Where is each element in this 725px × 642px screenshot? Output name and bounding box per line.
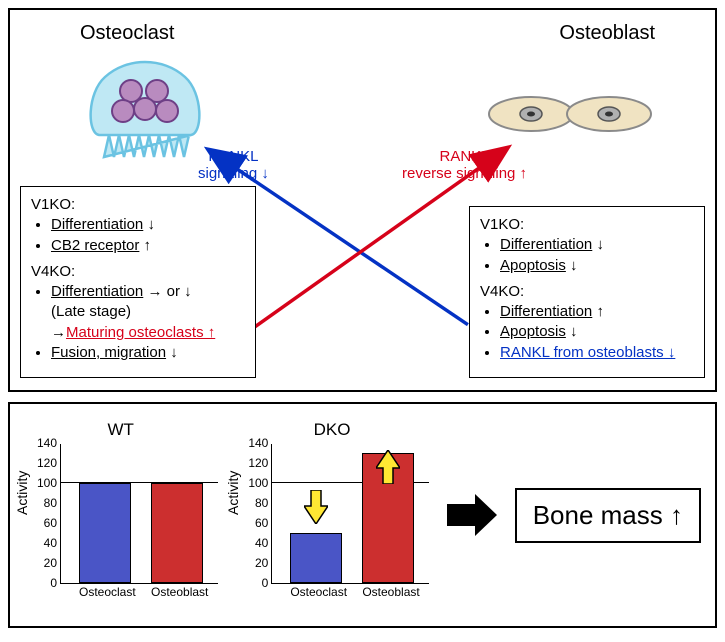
osteoblast-title: Osteoblast (559, 22, 655, 45)
info-item: Differentiation ↓ (51, 215, 245, 235)
up-arrow-icon (376, 450, 400, 489)
osteoblast-icon (485, 90, 655, 138)
info-item: CB2 receptor ↑ (51, 236, 245, 256)
top-panel: Osteoclast Osteoblast RANKLsignaling ↓ R… (8, 8, 717, 392)
wt-chart: WT Activity 020406080100120140Osteoclast… (24, 420, 217, 610)
osteoclast-title: Osteoclast (80, 22, 174, 45)
info-item: Apoptosis ↓ (500, 322, 694, 342)
plot-area: 020406080100120140OsteoclastOsteoblast (60, 444, 218, 584)
osteoblast-info-box: V1KO: Differentiation ↓ Apoptosis ↓ V4KO… (469, 206, 705, 378)
info-item: RANKL from osteoblasts ↓ (500, 343, 694, 363)
down-arrow-icon (304, 490, 328, 529)
plot-area: 020406080100120140OsteoclastOsteoblast (271, 444, 429, 584)
info-item: Differentiation → or ↓ (Late stage) →Mat… (51, 282, 245, 343)
dko-chart: DKO Activity 020406080100120140Osteoclas… (235, 420, 428, 610)
osteoclast-icon (85, 55, 205, 165)
bar (151, 483, 203, 583)
result-arrow-icon (447, 494, 497, 536)
info-item: Fusion, migration ↓ (51, 343, 245, 363)
info-item: Differentiation ↓ (500, 235, 694, 255)
v4ko-header: V4KO: (480, 282, 694, 302)
v4ko-header: V4KO: (31, 262, 245, 282)
bottom-panel: WT Activity 020406080100120140Osteoclast… (8, 402, 717, 628)
info-item: Differentiation ↑ (500, 302, 694, 322)
rankl-signaling-label: RANKLsignaling ↓ (198, 148, 269, 183)
v1ko-header: V1KO: (480, 215, 694, 235)
bone-mass-result: Bone mass ↑ (515, 488, 701, 543)
rankl-reverse-label: RANKLreverse signaling ↑ (402, 148, 527, 183)
bar (290, 533, 342, 583)
osteoclast-info-box: V1KO: Differentiation ↓ CB2 receptor ↑ V… (20, 186, 256, 378)
info-item: Apoptosis ↓ (500, 256, 694, 276)
v1ko-header: V1KO: (31, 195, 245, 215)
bar (79, 483, 131, 583)
